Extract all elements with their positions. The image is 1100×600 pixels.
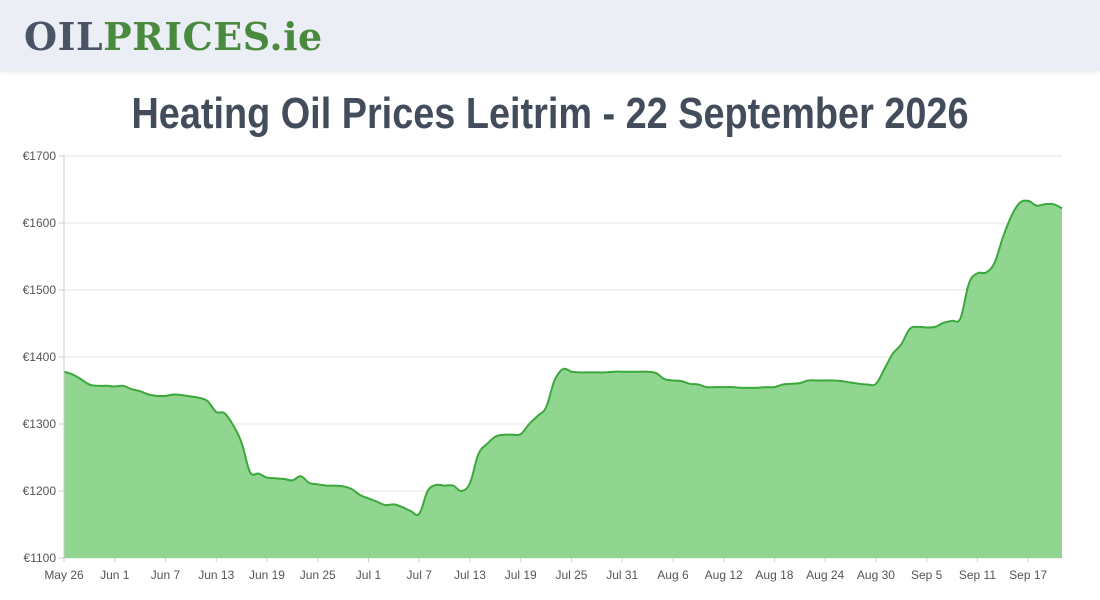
logo-text-oil: OIL: [24, 14, 104, 59]
x-tick-label: Jun 25: [300, 568, 336, 582]
x-tick-label: Jul 25: [555, 568, 587, 582]
site-logo[interactable]: OILPRICES.ie: [24, 14, 323, 60]
y-tick-label: €1300: [23, 417, 57, 431]
y-axis-ticks: €1100 €1200 €1300 €1400 €1500 €1600 €1700: [23, 149, 57, 565]
y-tick-label: €1500: [23, 283, 57, 297]
site-header: OILPRICES.ie: [0, 0, 1100, 70]
x-tick-label: Jul 31: [606, 568, 638, 582]
x-tick-label: Jun 13: [198, 568, 234, 582]
price-area: [64, 200, 1062, 558]
y-tick-label: €1700: [23, 149, 57, 163]
y-tick-label: €1400: [23, 350, 57, 364]
y-tick-label: €1600: [23, 216, 57, 230]
x-tick-label: Jul 1: [356, 568, 382, 582]
page-title: Heating Oil Prices Leitrim - 22 Septembe…: [131, 89, 969, 138]
x-tick-label: Jun 19: [249, 568, 285, 582]
x-tick-label: Aug 6: [657, 568, 689, 582]
price-line: [63, 199, 1063, 517]
x-tick-label: Aug 24: [806, 568, 844, 582]
x-tick-label: Jul 13: [454, 568, 486, 582]
x-tick-label: Jun 7: [151, 568, 181, 582]
y-tick-label: €1200: [23, 484, 57, 498]
x-tick-label: Aug 30: [857, 568, 895, 582]
y-tick-label: €1100: [24, 551, 57, 565]
x-tick-label: Jul 7: [407, 568, 433, 582]
logo-text-domain: .ie: [269, 14, 323, 59]
x-tick-label: Sep 11: [959, 568, 996, 582]
price-chart: €1100 €1200 €1300 €1400 €1500 €1600 €1700 May …: [23, 149, 1063, 582]
x-tick-label: Aug 18: [755, 568, 793, 582]
x-tick-label: Jul 19: [505, 568, 537, 582]
x-tick-label: Jun 1: [100, 568, 130, 582]
x-axis-ticks: May 26 Jun 1 Jun 7 Jun 13 Jun 19 Jun 25 Jul 1 J…: [44, 558, 1048, 582]
x-tick-label: May 26: [44, 568, 84, 582]
logo-text-prices: PRICES: [103, 14, 270, 59]
x-tick-label: Sep 5: [911, 568, 943, 582]
x-tick-label: Aug 12: [705, 568, 743, 582]
x-tick-label: Sep 17: [1009, 568, 1047, 582]
